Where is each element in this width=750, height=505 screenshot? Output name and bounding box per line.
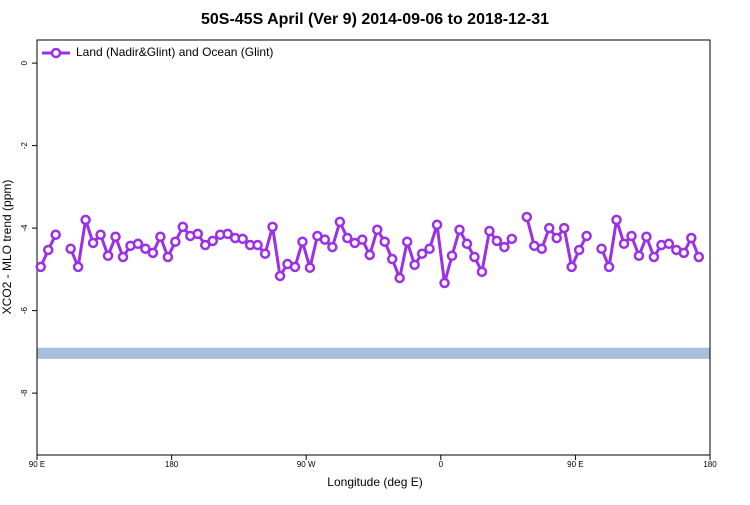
- point: [162, 251, 174, 263]
- point: [200, 239, 211, 251]
- x-tick-label: 0: [439, 460, 444, 469]
- point: [289, 261, 301, 273]
- point: [117, 251, 129, 263]
- point: [416, 248, 428, 259]
- point: [327, 241, 338, 253]
- point: [207, 235, 218, 247]
- point: [394, 272, 405, 284]
- point: [267, 221, 278, 233]
- point: [110, 231, 121, 243]
- point: [364, 249, 376, 261]
- point: [693, 251, 705, 263]
- point: [357, 234, 368, 245]
- point: [536, 243, 547, 254]
- y-tick-label: -2: [20, 142, 29, 150]
- point: [222, 228, 233, 240]
- point: [177, 221, 189, 233]
- point: [342, 232, 353, 244]
- point: [87, 237, 99, 249]
- x-tick-label: 90 E: [567, 460, 583, 469]
- point: [476, 266, 488, 278]
- point: [469, 251, 480, 263]
- point: [50, 229, 61, 240]
- point: [461, 238, 473, 250]
- point: [424, 243, 435, 254]
- point: [446, 250, 458, 262]
- point: [147, 247, 159, 259]
- point: [521, 211, 533, 223]
- point: [379, 236, 390, 247]
- point: [641, 231, 652, 243]
- point: [65, 243, 76, 254]
- point: [566, 261, 577, 273]
- point: [304, 262, 316, 273]
- point: [102, 250, 114, 262]
- point: [401, 236, 413, 247]
- point: [72, 261, 84, 273]
- y-tick-label: -6: [20, 307, 29, 315]
- x-tick-label: 90 E: [29, 460, 45, 469]
- point: [274, 270, 286, 282]
- point: [409, 259, 420, 271]
- point: [170, 236, 181, 247]
- point: [386, 253, 398, 265]
- point: [319, 234, 331, 245]
- point: [506, 233, 518, 245]
- point: [551, 232, 562, 244]
- y-axis-label: XCO2 - MLO trend (ppm): [0, 180, 14, 315]
- point: [132, 238, 144, 250]
- legend-label: Land (Nadir&Glint) and Ocean (Glint): [76, 45, 273, 59]
- point: [439, 277, 450, 289]
- point: [334, 216, 346, 228]
- point: [484, 225, 495, 237]
- point: [454, 224, 465, 236]
- point: [618, 238, 630, 250]
- point: [663, 238, 675, 250]
- x-tick-label: 90 W: [297, 460, 316, 469]
- point: [42, 244, 54, 256]
- point: [686, 232, 697, 244]
- x-axis-label: Longitude (deg E): [327, 475, 422, 489]
- point: [35, 261, 46, 273]
- point: [297, 236, 308, 247]
- legend-marker: [50, 47, 62, 59]
- y-tick-label: -8: [20, 389, 29, 397]
- point: [252, 239, 263, 251]
- point: [603, 261, 615, 273]
- point: [611, 214, 622, 226]
- point: [648, 251, 660, 263]
- band: [37, 347, 710, 359]
- plot-frame: [36, 39, 711, 456]
- x-tick-label: 180: [165, 460, 179, 469]
- point: [259, 248, 271, 259]
- point: [80, 214, 91, 226]
- point: [491, 235, 503, 247]
- point: [95, 229, 106, 240]
- point: [237, 233, 248, 245]
- point: [140, 243, 151, 254]
- y-tick-label: -4: [20, 224, 29, 232]
- chart-title: 50S-45S April (Ver 9) 2014-09-06 to 2018…: [201, 11, 549, 28]
- point: [596, 243, 607, 254]
- point: [581, 230, 592, 242]
- point: [155, 231, 166, 243]
- y-tick-label: 0: [20, 60, 29, 65]
- point: [626, 230, 637, 242]
- point: [431, 219, 443, 231]
- point: [573, 244, 585, 256]
- x-tick-label: 180: [703, 460, 717, 469]
- point: [678, 247, 690, 259]
- point: [499, 241, 510, 253]
- point: [633, 250, 645, 262]
- point: [371, 224, 383, 236]
- point: [558, 222, 570, 234]
- point: [543, 222, 555, 234]
- point: [192, 228, 204, 240]
